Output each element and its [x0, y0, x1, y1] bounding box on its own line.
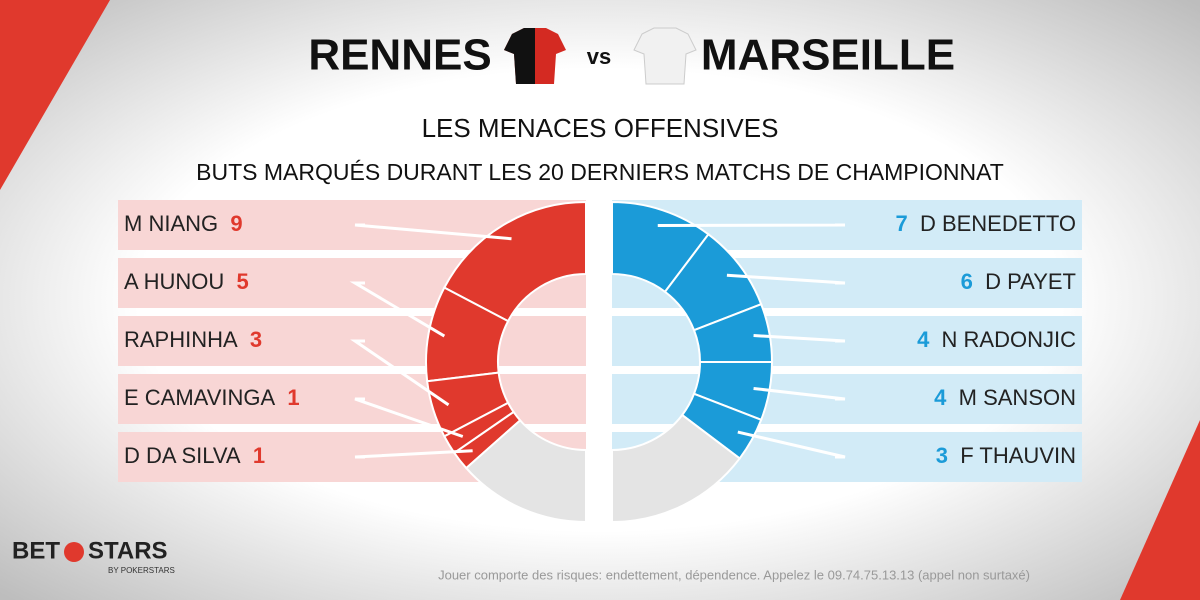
player-label: D DA SILVA 1 [124, 443, 265, 468]
player-label: 4 N RADONJIC [917, 327, 1076, 352]
player-name: N RADONJIC [942, 327, 1077, 352]
donut-slice [611, 413, 742, 524]
player-label: A HUNOU 5 [124, 269, 249, 294]
player-label: RAPHINHA 3 [124, 327, 262, 352]
home-jersey [504, 28, 566, 84]
player-name: M SANSON [959, 385, 1076, 410]
leader-line [726, 273, 846, 285]
subtitle: BUTS MARQUÉS DURANT LES 20 DERNIERS MATC… [196, 159, 1004, 185]
title: LES MENACES OFFENSIVES [422, 113, 779, 143]
spacer [929, 327, 941, 352]
player-label: M NIANG 9 [124, 211, 243, 236]
footer: Jouer comporte des risques: endettement,… [438, 567, 1030, 582]
player-label: 3 F THAUVIN [936, 443, 1076, 468]
spacer [946, 385, 958, 410]
player-row [118, 316, 586, 366]
logo: BET STARS BY POKERSTARS [12, 537, 175, 575]
logo-by: BY POKERSTARS [108, 566, 175, 575]
goal-count: 7 [895, 211, 907, 236]
player-name: D PAYET [985, 269, 1076, 294]
spacer [973, 269, 985, 294]
logo-stars: STARS [88, 537, 168, 564]
goal-count: 3 [250, 327, 262, 352]
spacer [224, 269, 236, 294]
logo-star [64, 542, 84, 562]
goal-count: 4 [917, 327, 930, 352]
player-name: RAPHINHA [124, 327, 238, 352]
goal-count: 3 [936, 443, 948, 468]
spacer [948, 443, 960, 468]
leader-line [737, 430, 846, 459]
logo-bet: BET [12, 537, 60, 564]
player-name: D DA SILVA [124, 443, 241, 468]
goal-count: 6 [961, 269, 973, 294]
spacer [238, 327, 250, 352]
donut-slice [464, 418, 587, 524]
player-name: F THAUVIN [960, 443, 1076, 468]
leader-line [354, 397, 464, 438]
player-name: M NIANG [124, 211, 218, 236]
leader-line [753, 386, 846, 401]
vs: vs [587, 44, 611, 69]
leader-line [354, 449, 473, 459]
spacer [241, 443, 253, 468]
leader-line [350, 339, 450, 407]
player-name: D BENEDETTO [920, 211, 1076, 236]
away-jersey [633, 27, 697, 85]
away-team: MARSEILLE [701, 31, 955, 80]
player-label: 7 D BENEDETTO [895, 211, 1076, 236]
goal-count: 4 [934, 385, 947, 410]
spacer [275, 385, 287, 410]
goal-count: 9 [230, 211, 242, 236]
leader-line [349, 281, 446, 338]
goal-count: 1 [253, 443, 265, 468]
player-name: E CAMAVINGA [124, 385, 276, 410]
player-row [612, 316, 1082, 366]
goal-count: 1 [287, 385, 299, 410]
leader-line [753, 334, 846, 343]
player-name: A HUNOU [124, 269, 224, 294]
player-label: 6 D PAYET [961, 269, 1076, 294]
home-team: RENNES [308, 31, 491, 80]
goal-count: 5 [236, 269, 248, 294]
corner-left [0, 0, 110, 190]
leader-line [354, 223, 512, 241]
spacer [218, 211, 230, 236]
player-label: E CAMAVINGA 1 [124, 385, 300, 410]
corner-right [1120, 420, 1200, 600]
spacer [908, 211, 920, 236]
player-label: 4 M SANSON [934, 385, 1076, 410]
